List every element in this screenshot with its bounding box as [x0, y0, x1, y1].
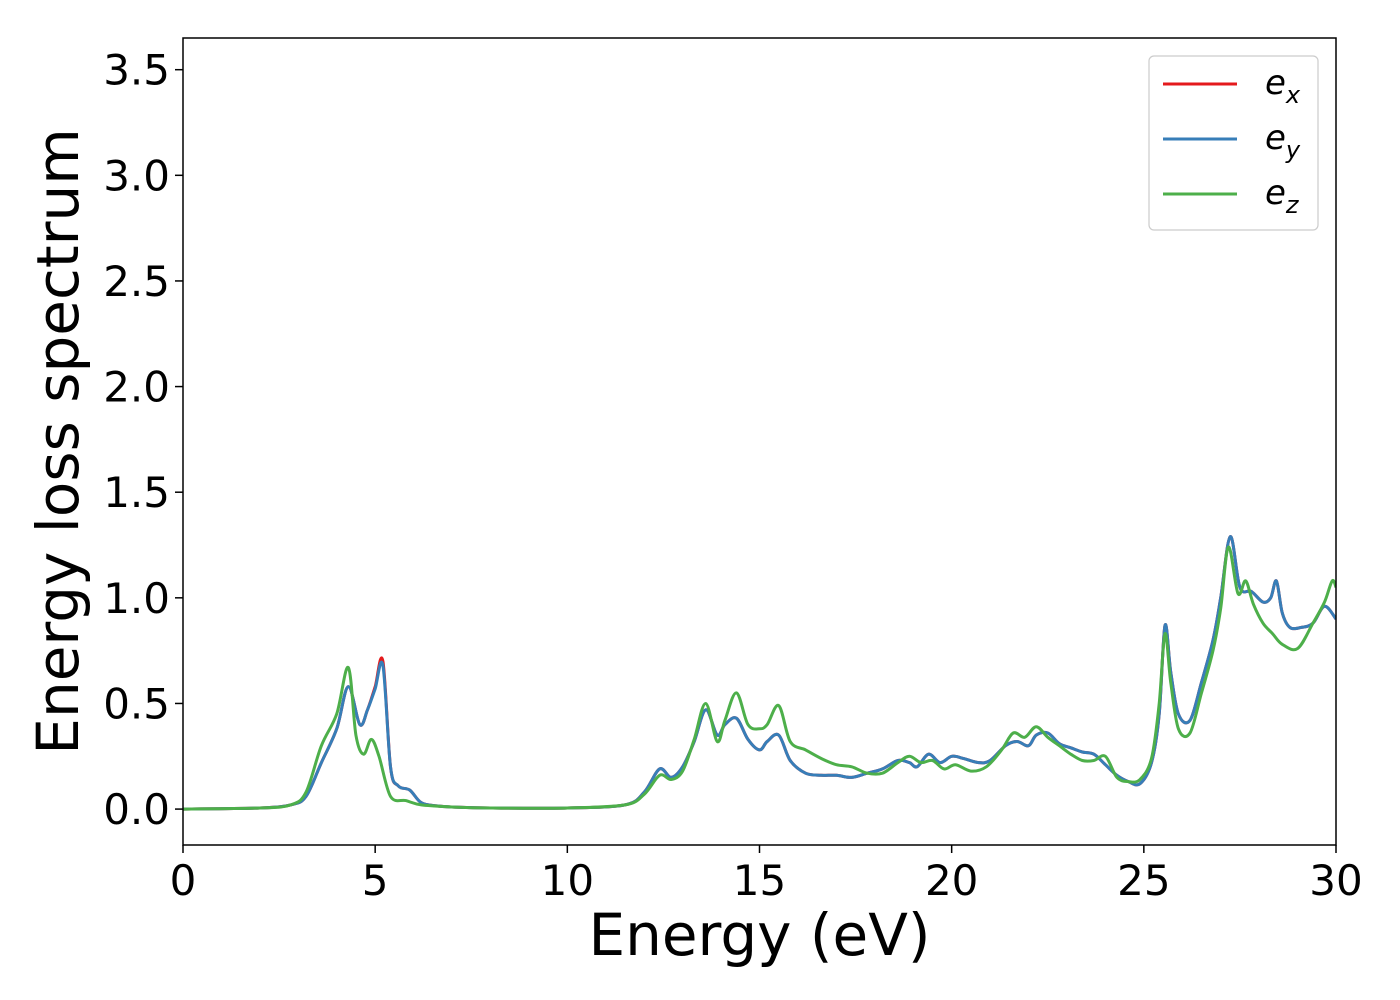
- y-tick-label: 2.5: [103, 257, 170, 306]
- x-tick-label: 30: [1309, 856, 1362, 905]
- y-tick-label: 2.0: [103, 363, 170, 412]
- series-line-z: [183, 545, 1336, 811]
- x-tick-label: 5: [362, 856, 389, 905]
- plot-lines: [183, 535, 1336, 811]
- y-tick-label: 3.5: [103, 46, 170, 95]
- x-axis-title: Energy (eV): [588, 901, 930, 969]
- y-tick-label: 0.0: [103, 785, 170, 834]
- legend-box: [1148, 55, 1319, 231]
- x-tick-label: 20: [925, 856, 978, 905]
- y-axis-title: Energy loss spectrum: [24, 128, 92, 754]
- x-tick-label: 0: [170, 856, 197, 905]
- x-tick-label: 10: [541, 856, 594, 905]
- y-tick-label: 0.5: [103, 679, 170, 728]
- x-tick-label: 25: [1117, 856, 1170, 905]
- y-tick-label: 1.5: [103, 468, 170, 517]
- legend-label-z: ez: [1265, 173, 1300, 219]
- y-tick-label: 3.0: [103, 151, 170, 200]
- legend: ex ey ez: [1148, 55, 1319, 231]
- legend-label-y: ey: [1265, 118, 1301, 164]
- x-axis-ticks: 0 5 10 15 20 25 30: [170, 845, 1363, 905]
- y-axis-ticks: 0.0 0.5 1.0 1.5 2.0 2.5 3.0 3.5: [103, 46, 183, 834]
- legend-label-x: ex: [1265, 63, 1301, 109]
- y-tick-label: 1.0: [103, 574, 170, 623]
- x-tick-label: 15: [733, 856, 786, 905]
- series-line-y: [183, 535, 1336, 811]
